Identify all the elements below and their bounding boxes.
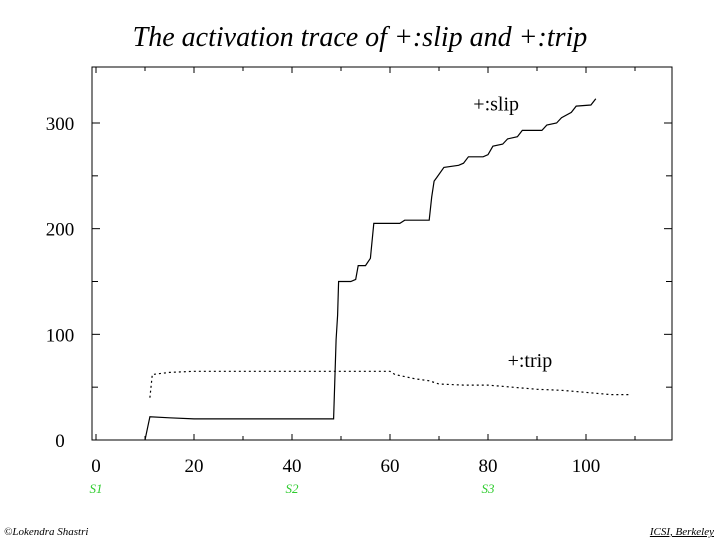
x-tick-label: 100 <box>572 456 601 477</box>
slide-title: The activation trace of +:slip and +:tri… <box>132 22 588 53</box>
x-marker-s3: S3 <box>482 481 496 496</box>
x-tick-label: 20 <box>185 456 204 477</box>
y-tick-label: 100 <box>46 325 75 346</box>
plot-frame <box>91 66 673 441</box>
x-tick-label: 40 <box>283 456 302 477</box>
series-annotation-slip: +:slip <box>473 93 519 115</box>
x-tick-label: 60 <box>381 456 400 477</box>
y-tick-label: 300 <box>46 114 75 135</box>
x-tick-label: 0 <box>91 456 101 477</box>
x-tick-label: 80 <box>479 456 498 477</box>
series-annotation-trip: +:trip <box>508 350 553 372</box>
series-line-slip <box>144 98 597 441</box>
series-line-trip <box>149 370 631 398</box>
footer-copyright: ©Lokendra Shastri <box>4 526 89 538</box>
x-marker-s2: S2 <box>286 481 300 496</box>
footer-institution[interactable]: ICSI, Berkeley <box>649 526 714 538</box>
y-tick-label: 200 <box>46 220 75 241</box>
x-marker-s1: S1 <box>90 481 103 496</box>
y-tick-label: 0 <box>55 431 65 452</box>
